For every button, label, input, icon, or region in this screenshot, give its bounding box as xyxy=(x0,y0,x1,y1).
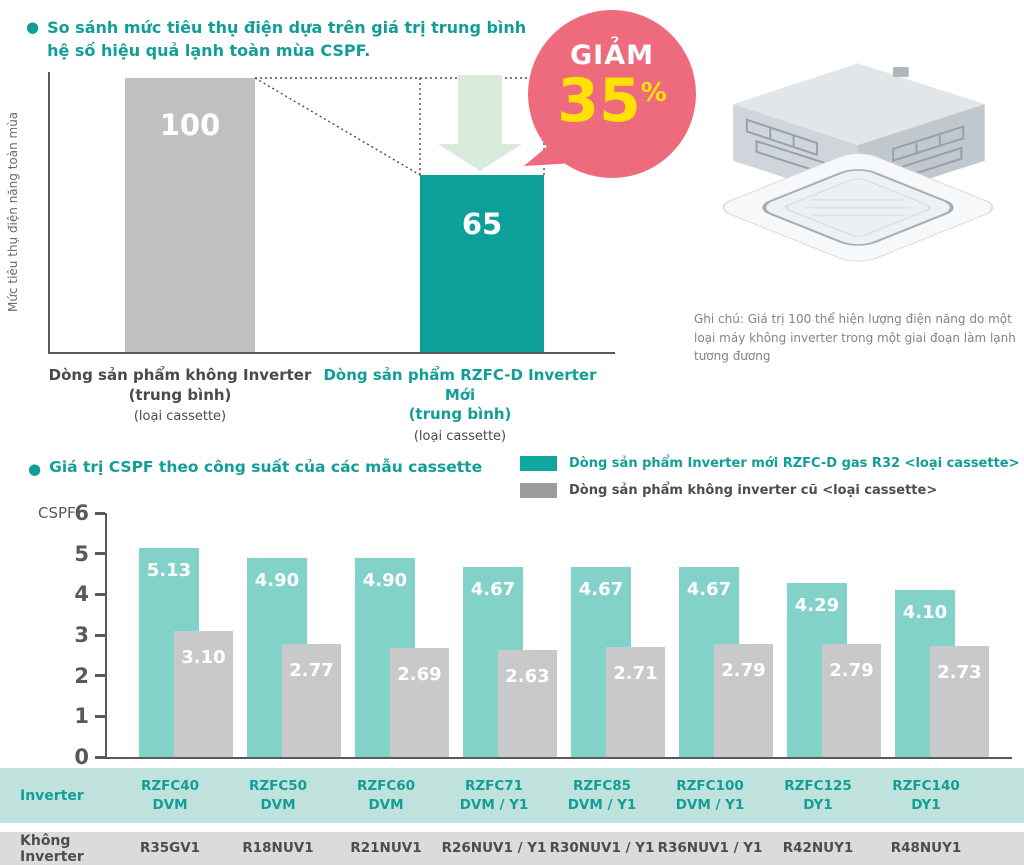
legend-swatch-inverter xyxy=(520,456,557,471)
legend-label-inverter: Dòng sản phẩm Inverter mới RZFC-D gas R3… xyxy=(569,456,1020,471)
y-axis-tick-label: 5 xyxy=(74,541,89,566)
y-axis-tick xyxy=(95,511,105,515)
y-axis-tick xyxy=(95,755,105,759)
y-axis-tick xyxy=(95,592,105,596)
table-cell: R42NUY1 xyxy=(782,840,854,857)
non-inverter-consumption-value: 100 xyxy=(159,108,221,142)
inverter-bar-value: 4.67 xyxy=(686,579,732,600)
section2-title: ● Giá trị CSPF theo công suất của các mẫ… xyxy=(28,458,482,481)
non-inverter-bar xyxy=(606,647,665,757)
non-inverter-bar-value: 2.79 xyxy=(829,660,874,681)
y-axis-tick-label: 6 xyxy=(74,501,89,525)
non-inverter-bar xyxy=(282,644,341,757)
y-axis-tick-label: 4 xyxy=(74,582,89,607)
table-cell: R18NUV1 xyxy=(242,840,314,857)
badge-percent-sign: % xyxy=(640,78,667,108)
category-line2: (trung bình) xyxy=(128,385,232,404)
reduction-arrow-icon xyxy=(438,75,522,171)
non-inverter-bar-value: 2.63 xyxy=(505,666,550,687)
badge-word: GIẢM xyxy=(570,40,654,71)
table-cell: RZFC50 DVM xyxy=(248,778,308,813)
table-cell: RZFC60 DVM xyxy=(356,778,416,813)
table-cell: RZFC100 DVM / Y1 xyxy=(675,778,745,813)
y-axis-tick xyxy=(95,633,105,637)
table-cell: RZFC140 DY1 xyxy=(892,778,960,813)
non-inverter-bar xyxy=(822,644,881,757)
non-inverter-bar xyxy=(714,644,773,757)
legend-item-inverter: Dòng sản phẩm Inverter mới RZFC-D gas R3… xyxy=(520,456,1020,471)
non-inverter-bar-value: 2.73 xyxy=(937,662,982,683)
legend-swatch-non-inverter xyxy=(520,483,557,498)
category-line2: (trung bình) xyxy=(408,405,512,423)
cspf-y-axis-title: CSPF xyxy=(38,504,76,522)
table-row-header-non-inverter: Không Inverter xyxy=(20,832,84,865)
inverter-bar-value: 4.67 xyxy=(578,579,624,600)
category-line1: Dòng sản phẩm không Inverter xyxy=(48,366,312,384)
table-row-inverter: Inverter RZFC40 DVM RZFC50 DVM RZFC60 DVM R… xyxy=(0,768,1024,823)
table-row-non-inverter: Không Inverter R35GV1 R18NUV1 R21NUV1 R26NU… xyxy=(0,832,1024,865)
table-cell: R35GV1 xyxy=(139,840,201,857)
badge-number: 35 xyxy=(557,66,641,136)
top-chart-plot: 100 65 xyxy=(48,72,615,354)
section1-title: ● So sánh mức tiêu thụ điện dựa trên giá… xyxy=(26,16,586,62)
non-inverter-bar-value: 2.79 xyxy=(721,660,766,681)
cassette-ac-image xyxy=(722,63,994,262)
non-inverter-bar xyxy=(498,650,557,757)
table-cell: R21NUV1 xyxy=(350,840,422,857)
inverter-bar-value: 4.67 xyxy=(470,579,516,600)
y-axis-tick-label: 2 xyxy=(74,663,89,688)
inverter-bar-value: 4.29 xyxy=(794,595,840,616)
non-inverter-bar-value: 2.69 xyxy=(397,664,442,685)
footnote: Ghi chú: Giá trị 100 thể hiện lượng điện… xyxy=(694,312,1016,364)
category-line1: Dòng sản phẩm RZFC-D Inverter Mới xyxy=(323,366,597,404)
table-cell: RZFC40 DVM xyxy=(140,778,200,813)
top-chart-y-axis-label: Mức tiêu thụ điện năng toàn mùa xyxy=(6,111,20,313)
non-inverter-consumption-bar: 100 xyxy=(125,78,255,352)
inverter-bar-value: 4.90 xyxy=(362,570,408,591)
non-inverter-bar xyxy=(390,648,449,757)
table-cell: RZFC71 DVM / Y1 xyxy=(459,778,529,813)
category-sub: (loại cassette) xyxy=(413,428,507,444)
category-label-inverter: Dòng sản phẩm RZFC-D Inverter Mới (trung… xyxy=(310,366,610,445)
non-inverter-bar xyxy=(930,646,989,757)
table-cell: RZFC125 DY1 xyxy=(784,778,852,813)
non-inverter-bar-value: 2.77 xyxy=(289,660,334,681)
section1-title-text: So sánh mức tiêu thụ điện dựa trên giá t… xyxy=(47,18,527,61)
table-cell: RZFC85 DVM / Y1 xyxy=(567,778,637,813)
non-inverter-bar xyxy=(174,631,233,757)
y-axis-tick xyxy=(95,674,105,678)
inverter-consumption-value: 65 xyxy=(461,207,503,241)
cspf-plot-area: 0 1 2 3 4 5 6 5.13 3.10 4.90 2.77 4.90 2.69 4.67 2.63 4… xyxy=(74,501,1012,769)
table-cell: R48NUY1 xyxy=(890,840,962,857)
inverter-bar-value: 4.10 xyxy=(902,602,948,623)
legend-item-non-inverter: Dòng sản phẩm không inverter cũ <loại ca… xyxy=(520,483,937,498)
non-inverter-bar-value: 3.10 xyxy=(181,647,226,668)
category-label-non-inverter: Dòng sản phẩm không Inverter (trung bình… xyxy=(30,366,330,426)
table-cell: R26NUV1 / Y1 xyxy=(441,840,547,857)
section2-title-text: Giá trị CSPF theo công suất của các mẫu … xyxy=(49,458,483,476)
table-cell: R36NUV1 / Y1 xyxy=(657,840,763,857)
bullet-icon: ● xyxy=(28,460,42,478)
inverter-bar-value: 5.13 xyxy=(146,560,192,581)
y-axis-tick-label: 1 xyxy=(74,704,89,729)
y-axis-tick-label: 0 xyxy=(74,745,89,769)
category-sub: (loại cassette) xyxy=(133,409,227,424)
reduction-badge: GIẢM 35% xyxy=(528,10,696,178)
table-row-header-inverter: Inverter xyxy=(20,787,84,804)
y-axis-tick-label: 3 xyxy=(74,623,89,647)
inverter-bar-value: 4.90 xyxy=(254,570,300,591)
non-inverter-bar-value: 2.71 xyxy=(613,663,658,684)
bullet-icon: ● xyxy=(26,18,40,36)
inverter-consumption-bar: 65 xyxy=(420,175,544,352)
y-axis-tick xyxy=(95,552,105,556)
legend-label-non-inverter: Dòng sản phẩm không inverter cũ <loại ca… xyxy=(569,483,938,498)
y-axis-tick xyxy=(95,714,105,718)
table-cell: R30NUV1 / Y1 xyxy=(549,840,655,857)
